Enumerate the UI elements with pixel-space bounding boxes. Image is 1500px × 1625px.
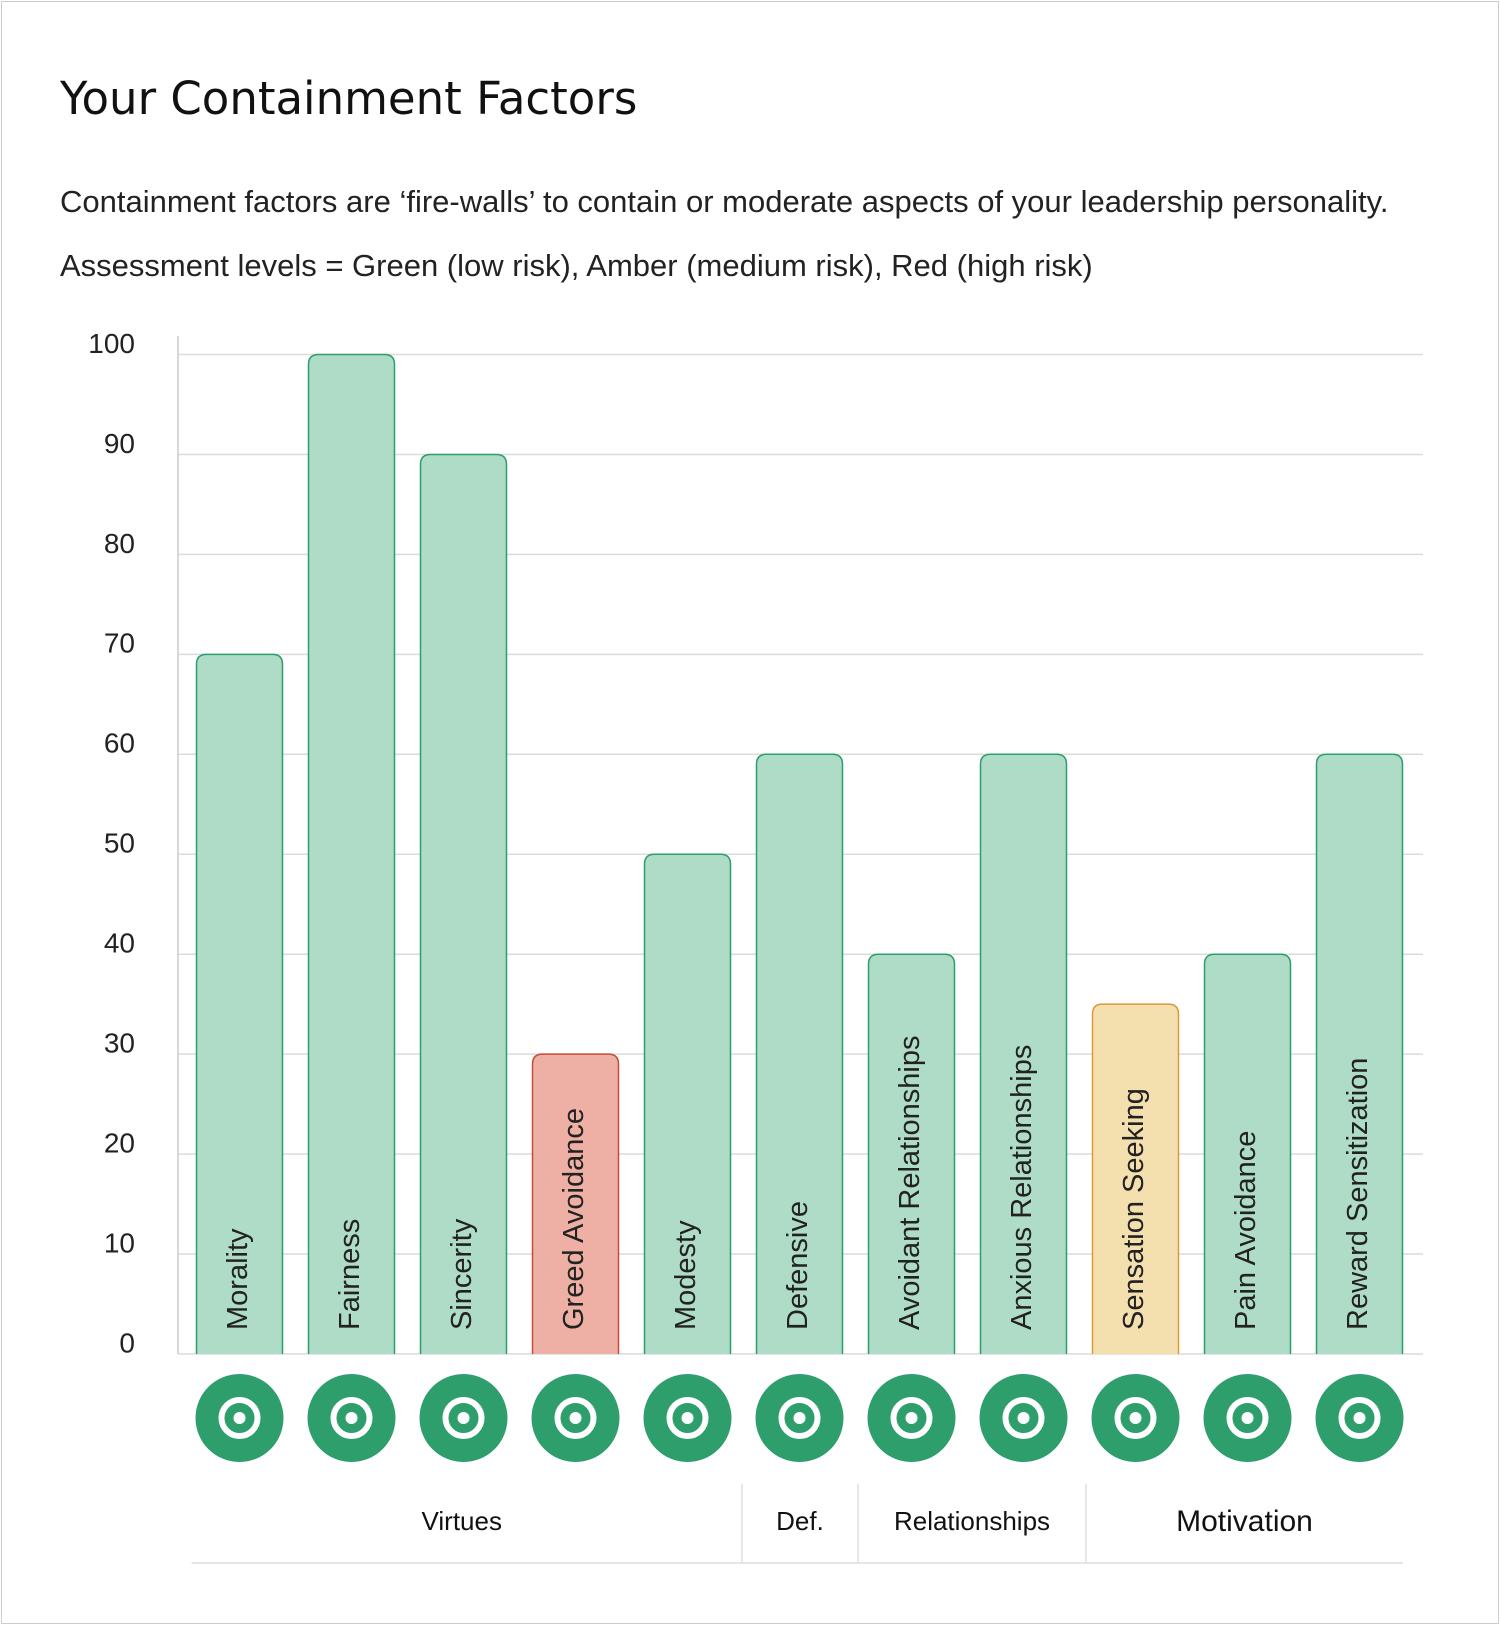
category-icon	[1203, 1374, 1292, 1462]
y-tick-label: 90	[104, 428, 135, 459]
icon-glyph	[442, 1397, 485, 1439]
category-label: Reward Sensitization	[1342, 1058, 1374, 1330]
y-tick-label: 60	[104, 728, 135, 759]
category-icon	[1091, 1374, 1180, 1462]
category-label: Fairness	[334, 1219, 366, 1330]
category-label: Anxious Relationships	[1006, 1045, 1038, 1330]
bar	[1091, 1003, 1180, 1354]
icon-glyph	[1114, 1397, 1157, 1439]
bar	[1315, 753, 1404, 1354]
icon-glyph	[666, 1397, 709, 1439]
y-tick-label: 20	[104, 1127, 135, 1158]
chart-subtitle: Containment factors are ‘fire-walls’ to …	[60, 184, 1389, 283]
category-icon	[531, 1374, 620, 1462]
group-label: Relationships	[894, 1506, 1050, 1536]
icon-dot	[457, 1412, 470, 1424]
category-label: Morality	[222, 1228, 254, 1330]
category-label: Modesty	[670, 1220, 702, 1330]
bar	[979, 753, 1068, 1354]
category-icon	[195, 1374, 284, 1462]
y-tick-label: 10	[104, 1227, 135, 1258]
icon-dot	[1017, 1412, 1030, 1424]
icon-dot	[793, 1412, 806, 1424]
category-label: Greed Avoidance	[558, 1108, 590, 1330]
category-label: Pain Avoidance	[1230, 1131, 1262, 1330]
icon-glyph	[1338, 1397, 1381, 1439]
y-tick-label: 100	[88, 328, 135, 359]
group-label: Virtues	[422, 1506, 502, 1536]
category-icon	[1315, 1374, 1404, 1462]
y-tick-label: 40	[104, 928, 135, 959]
category-icon	[867, 1374, 956, 1462]
category-icon	[419, 1374, 508, 1462]
group-label: Motivation	[1176, 1505, 1313, 1538]
bar	[307, 353, 396, 1354]
category-label: Sincerity	[446, 1218, 478, 1330]
category-icon	[755, 1374, 844, 1462]
icon-dot	[345, 1412, 358, 1424]
category-label: Avoidant Relationships	[894, 1036, 926, 1331]
bar	[419, 453, 508, 1354]
icon-dot	[569, 1412, 582, 1424]
y-tick-label: 0	[119, 1327, 135, 1358]
icon-dot	[233, 1412, 246, 1424]
icon-dot	[1353, 1412, 1366, 1424]
icon-dot	[1129, 1412, 1142, 1424]
icon-dot	[681, 1412, 694, 1424]
icon-dot	[905, 1412, 918, 1424]
icon-glyph	[554, 1397, 597, 1439]
icon-glyph	[1002, 1397, 1045, 1439]
chart-title: Your Containment Factors	[60, 72, 638, 125]
category-icon	[979, 1374, 1068, 1462]
icon-glyph	[890, 1397, 933, 1439]
category-icon	[307, 1374, 396, 1462]
category-label: Sensation Seeking	[1118, 1088, 1150, 1330]
icon-glyph	[778, 1397, 821, 1439]
bar	[531, 1053, 620, 1354]
bar	[755, 753, 844, 1354]
y-tick-label: 80	[104, 528, 135, 559]
y-tick-label: 70	[104, 628, 135, 659]
bar	[867, 953, 956, 1354]
y-tick-label: 50	[104, 828, 135, 859]
y-tick-label: 30	[104, 1028, 135, 1059]
icon-glyph	[330, 1397, 373, 1439]
bar	[1203, 953, 1292, 1354]
category-icon	[643, 1374, 732, 1462]
icon-glyph	[1226, 1397, 1269, 1439]
bar	[643, 853, 732, 1354]
bar	[195, 653, 284, 1354]
icon-glyph	[218, 1397, 261, 1439]
group-label: Def.	[776, 1506, 824, 1536]
category-label: Defensive	[782, 1201, 814, 1330]
icon-dot	[1241, 1412, 1254, 1424]
